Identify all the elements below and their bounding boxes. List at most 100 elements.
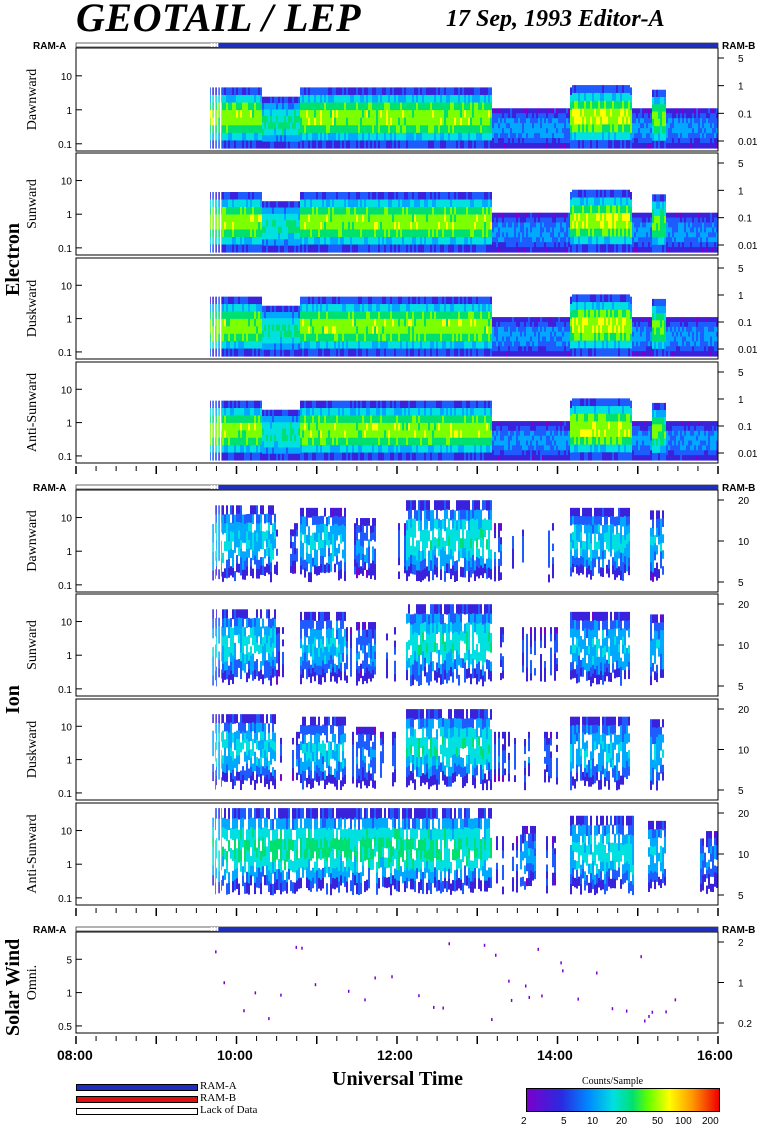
data-cell — [304, 296, 306, 305]
data-cell — [372, 311, 374, 320]
data-cell — [398, 140, 400, 149]
data-cell — [632, 108, 634, 114]
data-cell — [286, 213, 288, 221]
data-cell — [438, 110, 440, 119]
data-cell — [604, 124, 606, 133]
data-cell — [712, 217, 714, 224]
data-cell — [568, 113, 570, 119]
data-cell — [478, 132, 480, 142]
data-cell — [644, 237, 646, 243]
data-cell — [696, 118, 698, 124]
data-cell — [586, 189, 588, 199]
data-cell — [356, 192, 358, 201]
data-cell — [288, 122, 290, 130]
data-cell — [228, 207, 230, 216]
data-cell — [374, 117, 376, 126]
data-cell — [380, 311, 382, 320]
data-cell — [662, 230, 664, 239]
data-cell — [712, 242, 714, 248]
data-cell — [374, 341, 376, 350]
data-cell — [670, 247, 672, 253]
data-cell — [548, 123, 550, 129]
data-cell — [386, 333, 388, 342]
data-cell — [236, 94, 238, 104]
data-cell — [288, 337, 290, 345]
data-cell — [266, 141, 268, 149]
data-cell — [320, 341, 322, 350]
data-cell — [306, 132, 308, 142]
data-cell — [416, 229, 418, 238]
data-cell — [232, 140, 234, 149]
data-cell — [432, 94, 434, 104]
data-cell — [588, 197, 590, 206]
data-cell — [520, 227, 522, 233]
data-cell — [350, 318, 352, 327]
data-cell — [232, 87, 234, 96]
data-cell — [418, 192, 420, 201]
data-cell — [274, 312, 276, 319]
data-cell — [338, 192, 340, 201]
data-cell — [400, 237, 402, 246]
data-cell — [240, 296, 242, 305]
data-cell — [242, 341, 244, 350]
data-cell — [508, 217, 510, 224]
data-cell — [402, 125, 404, 134]
data-cell — [280, 96, 282, 104]
data-cell — [540, 222, 542, 229]
data-cell — [566, 242, 568, 248]
data-cell — [274, 207, 276, 215]
data-cell — [296, 213, 298, 221]
data-cell — [230, 132, 232, 142]
data-cell — [310, 102, 312, 111]
data-cell — [230, 318, 232, 327]
data-cell — [318, 326, 320, 335]
data-cell — [306, 87, 308, 96]
data-cell — [576, 100, 578, 110]
data-cell — [328, 333, 330, 342]
data-cell — [248, 304, 250, 313]
data-cell — [690, 108, 692, 114]
data-cell — [290, 324, 292, 332]
data-cell — [344, 102, 346, 111]
data-cell — [468, 229, 470, 238]
data-cell — [426, 207, 428, 216]
data-cell — [420, 110, 422, 119]
data-cell — [466, 229, 468, 238]
data-cell — [524, 232, 526, 238]
data-cell — [292, 213, 294, 221]
data-cell — [432, 140, 434, 149]
data-cell — [268, 349, 270, 357]
data-cell — [396, 222, 398, 231]
data-cell — [542, 222, 544, 229]
data-cell — [314, 333, 316, 342]
data-cell — [516, 133, 518, 139]
data-cell — [504, 217, 506, 224]
data-cell — [222, 132, 224, 142]
data-cell — [550, 143, 552, 149]
data-cell — [252, 125, 254, 134]
data-cell — [512, 212, 514, 219]
data-cell — [352, 326, 354, 335]
data-cell — [310, 125, 312, 134]
data-cell — [230, 192, 232, 201]
data-cell — [520, 143, 522, 149]
data-cell — [286, 201, 288, 209]
data-cell — [370, 117, 372, 126]
data-cell — [506, 232, 508, 238]
data-cell — [408, 207, 410, 216]
data-cell — [528, 128, 530, 134]
data-cell — [494, 133, 496, 139]
data-cell — [546, 242, 548, 248]
data-cell — [246, 125, 248, 134]
data-cell — [684, 138, 686, 144]
data-cell — [248, 348, 250, 357]
data-cell — [276, 109, 278, 117]
data-cell — [610, 85, 612, 94]
data-cell — [518, 143, 520, 149]
data-cell — [406, 318, 408, 327]
data-cell — [472, 244, 474, 253]
data-cell — [410, 214, 412, 223]
data-cell — [520, 222, 522, 229]
data-cell — [254, 110, 256, 119]
data-cell — [290, 232, 292, 240]
